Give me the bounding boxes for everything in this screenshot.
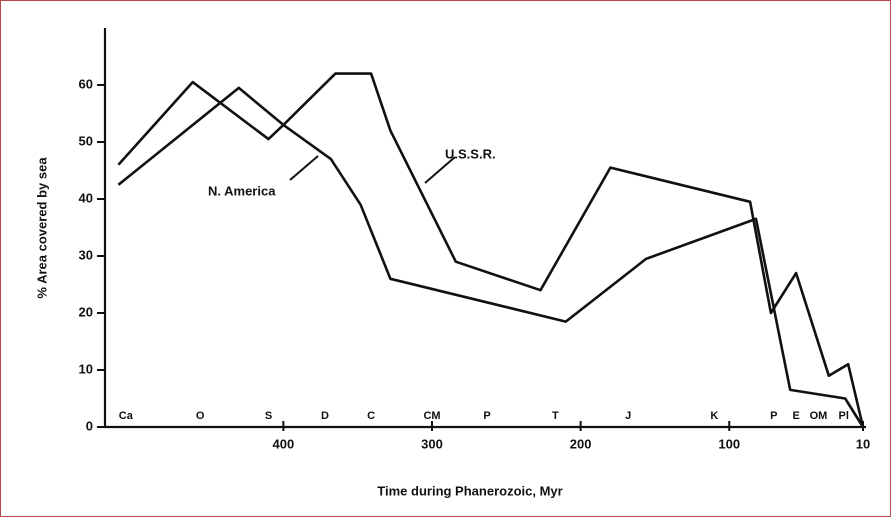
period-label: P [483,410,490,422]
x-tick-label: 10 [856,436,870,451]
leader-line [289,155,319,181]
period-label: Ca [119,410,134,422]
y-tick-label: 30 [79,247,93,262]
x-tick-label: 400 [273,436,295,451]
period-label: CM [423,410,440,422]
y-tick-label: 60 [79,76,93,91]
y-tick-label: 20 [79,304,93,319]
y-axis-label: % Area covered by sea [34,157,49,299]
leader-line [424,156,456,184]
period-label: O [196,410,205,422]
series-label: N. America [208,183,276,198]
x-axis-label: Time during Phanerozoic, Myr [377,483,562,498]
y-tick-label: 0 [86,418,93,433]
series-line [117,86,865,428]
period-label: T [552,410,559,422]
axes [103,28,866,429]
period-label: D [321,410,329,422]
period-label: C [367,410,375,422]
period-label: E [792,410,799,422]
period-label: Pl [839,410,849,422]
period-label: S [265,410,272,422]
x-tick-label: 200 [570,436,592,451]
period-label: K [710,410,718,422]
y-tick-label: 10 [79,361,93,376]
y-tick-label: 40 [79,190,93,205]
x-tick-label: 300 [421,436,443,451]
x-tick-label: 100 [718,436,740,451]
period-label: P [770,410,777,422]
series-label: U.S.S.R. [445,146,496,161]
y-tick-label: 50 [79,133,93,148]
series-line [117,72,865,428]
period-label: J [625,410,631,422]
period-label: OM [810,410,828,422]
